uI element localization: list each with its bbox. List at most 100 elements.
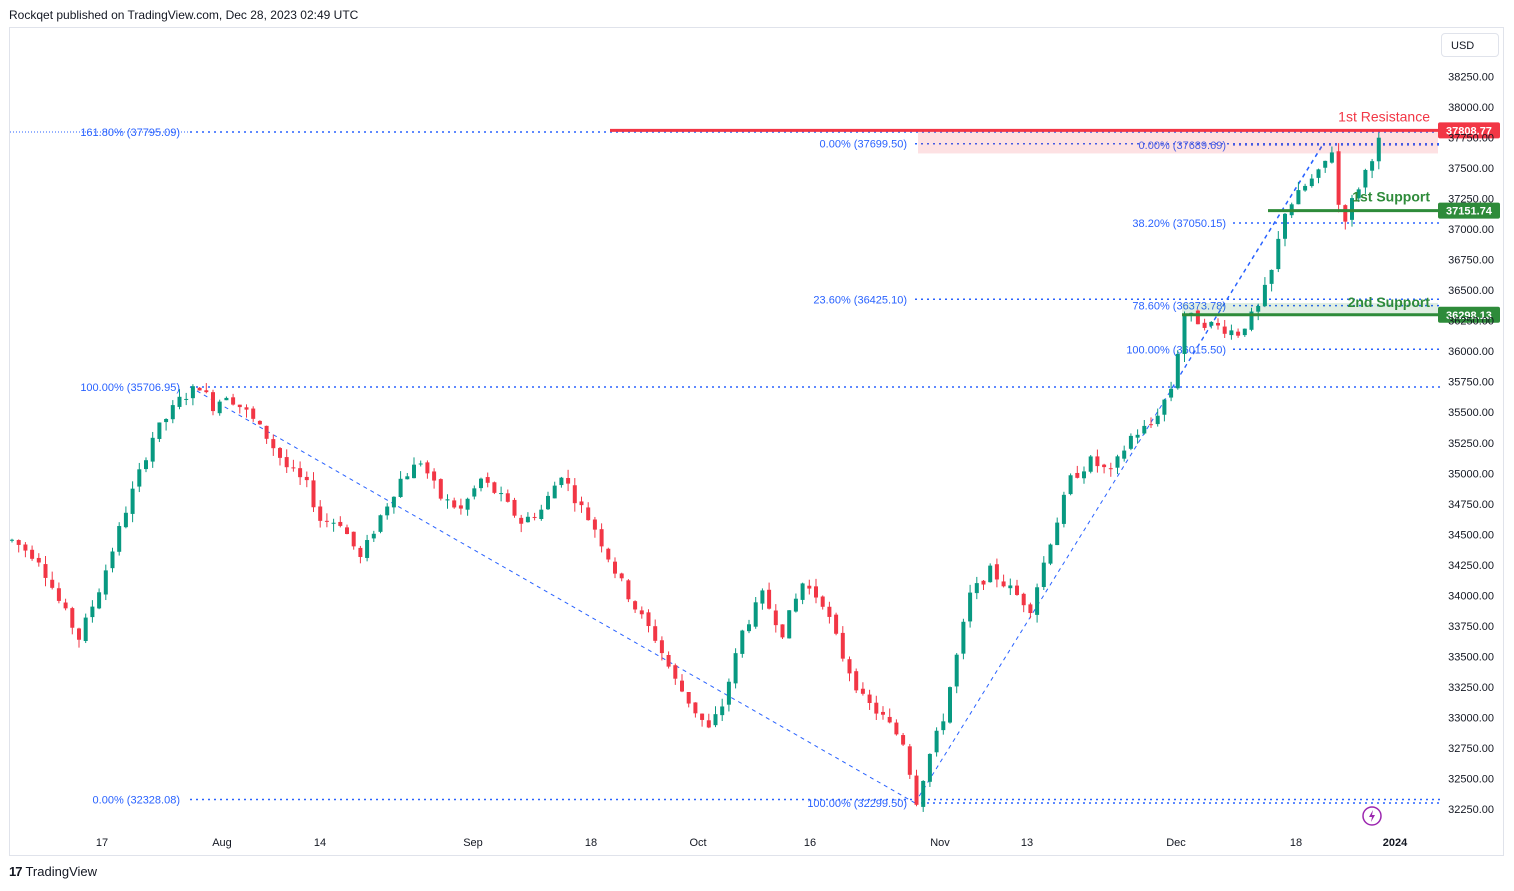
candle-body [1269,269,1274,284]
candle-body [197,387,202,391]
candle-body [378,515,383,532]
candle-body [1001,581,1006,587]
candle-body [472,488,477,497]
candle-body [1242,328,1247,336]
time-axis[interactable]: 17 Aug 14 Sep 18 Oct 16 Nov 13 Dec 18 2024 [96,837,1408,849]
candle-body [1202,322,1207,328]
candle-body [190,386,195,399]
candle-body [1376,137,1381,162]
candle-body [485,477,490,483]
candle-body [1075,472,1080,478]
candle-body [706,720,711,728]
currency-button[interactable]: USD [1441,33,1499,57]
y-tick-label: 33000.00 [1448,712,1494,724]
candle-body [271,439,276,449]
level-annotation: 2nd Support [1348,294,1431,310]
candle-body [1021,593,1026,606]
y-tick-label: 34250.00 [1448,560,1494,572]
candle-body [36,557,41,563]
y-tick-label: 33250.00 [1448,682,1494,694]
candle-body [264,425,269,439]
candle-body [867,694,872,703]
x-tick-label: 13 [1021,837,1033,849]
candle-body [693,702,698,714]
candle-body [566,478,571,484]
candle-body [954,654,959,687]
candle-body [164,418,169,423]
replay-icon[interactable] [1362,806,1382,826]
candle-body [1122,450,1127,459]
candle-body [371,533,376,539]
candle-body [391,496,396,508]
candle-body [552,485,557,499]
candle-body [351,531,356,547]
candle-body [257,420,262,425]
candle-body [1316,169,1321,178]
candle-body [284,457,289,468]
candle-body [1262,284,1267,307]
candle-body [680,680,684,692]
candle-body [83,617,88,642]
candle-body [291,467,296,469]
candle-body [921,780,926,807]
candle-body [1115,456,1120,468]
candle-body [144,460,148,470]
candle-body [713,714,718,726]
candle-body [1216,322,1220,326]
price-tag-label: 37151.74 [1446,206,1493,218]
y-tick-label: 38000.00 [1448,102,1494,114]
x-tick-label: 18 [585,837,597,849]
candle-body [110,551,115,569]
fib-label: 100.00% (32299.50) [807,798,907,810]
candle-body [1209,321,1214,326]
footer-brand[interactable]: 17 TradingView [9,864,97,879]
candle-body [994,564,999,580]
price-axis[interactable]: 38250.00 38000.00 37750.00 37500.00 37250.00… [1448,72,1494,816]
candle-body [77,628,81,640]
candle-body [1195,310,1200,325]
y-tick-label: 36500.00 [1448,285,1494,297]
y-tick-label: 37500.00 [1448,163,1494,175]
candle-body [780,624,785,638]
candle-body [311,480,316,508]
candle-body [787,610,792,639]
candle-body [934,730,939,753]
candle-body [1135,434,1140,438]
candle-body [298,468,303,478]
fib-label: 23.60% (36425.10) [813,294,907,306]
candle-body [432,471,437,481]
candle-body [1095,456,1100,467]
candle-body [224,397,229,401]
candle-body [512,499,517,516]
candle-body [814,586,818,598]
candle-body [331,522,336,524]
candle-body [740,630,745,654]
candle-body [1236,331,1241,336]
candle-body [251,408,256,419]
candle-body [1028,604,1033,614]
candle-body [840,632,845,659]
candle-body [767,589,772,609]
fibonacci-layer: 161.80% (37795.09) 100.00% (35706.95) 0.00… [10,127,1440,810]
candle-body [1175,353,1180,389]
candle-body [532,516,537,518]
y-tick-label: 33500.00 [1448,651,1494,663]
candle-body [217,401,222,414]
candle-body [673,665,678,679]
y-tick-label: 35000.00 [1448,468,1494,480]
candle-body [646,612,651,627]
candle-body [458,505,463,509]
candle-body [948,687,952,723]
candle-body [1336,151,1341,205]
candle-body [405,476,410,480]
candle-body [1061,494,1066,524]
candle-body [177,396,182,407]
candle-body [1088,456,1093,472]
candle-body [572,485,577,504]
y-tick-label: 35500.00 [1448,407,1494,419]
candle-body [800,583,805,600]
y-tick-label: 33750.00 [1448,621,1494,633]
y-tick-label: 35250.00 [1448,438,1494,450]
level-annotation: 1st Resistance [1338,108,1430,124]
